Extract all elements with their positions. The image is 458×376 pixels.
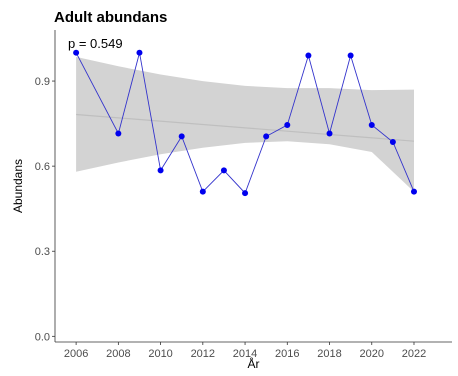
data-point: [199, 188, 206, 195]
x-tick-label: 2014: [233, 348, 257, 360]
x-tick-label: 2008: [106, 348, 130, 360]
chart-title: Adult abundans: [54, 9, 167, 26]
data-point: [73, 49, 80, 56]
data-point: [157, 167, 164, 174]
y-tick-label: 0.6: [35, 161, 50, 173]
data-point: [178, 133, 185, 140]
x-tick-label: 2012: [191, 348, 215, 360]
plot-area: 0.0 0.3 0.6 0.9 2006 2008 2010 2012 2014 2016 2018…: [35, 30, 452, 360]
data-point: [242, 190, 249, 197]
x-axis-label: År: [248, 356, 260, 371]
x-tick-label: 2016: [275, 348, 299, 360]
confidence-band: [76, 56, 414, 192]
data-point: [368, 122, 375, 129]
y-tick-label: 0.9: [35, 76, 50, 88]
y-axis-label: Abundans: [11, 159, 25, 213]
data-point: [284, 122, 291, 129]
p-value-annotation: p = 0.549: [68, 36, 123, 51]
x-tick-label: 2010: [148, 348, 172, 360]
y-tick-label: 0.0: [35, 331, 50, 343]
y-tick-label: 0.3: [35, 246, 50, 258]
series-line: [75, 52, 415, 194]
x-tick-label: 2006: [64, 348, 88, 360]
trend-line: [76, 113, 415, 142]
data-point: [389, 139, 396, 146]
data-point: [115, 130, 122, 137]
data-point: [136, 49, 143, 56]
x-tick-label: 2020: [360, 348, 384, 360]
x-tick-label: 2022: [402, 348, 426, 360]
data-point: [347, 52, 354, 59]
data-point: [326, 130, 333, 137]
data-point: [410, 188, 417, 195]
data-point: [220, 167, 227, 174]
data-point: [263, 133, 270, 140]
x-tick-label: 2018: [317, 348, 341, 360]
data-point: [305, 52, 312, 59]
